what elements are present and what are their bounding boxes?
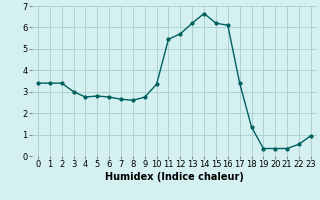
X-axis label: Humidex (Indice chaleur): Humidex (Indice chaleur) <box>105 172 244 182</box>
